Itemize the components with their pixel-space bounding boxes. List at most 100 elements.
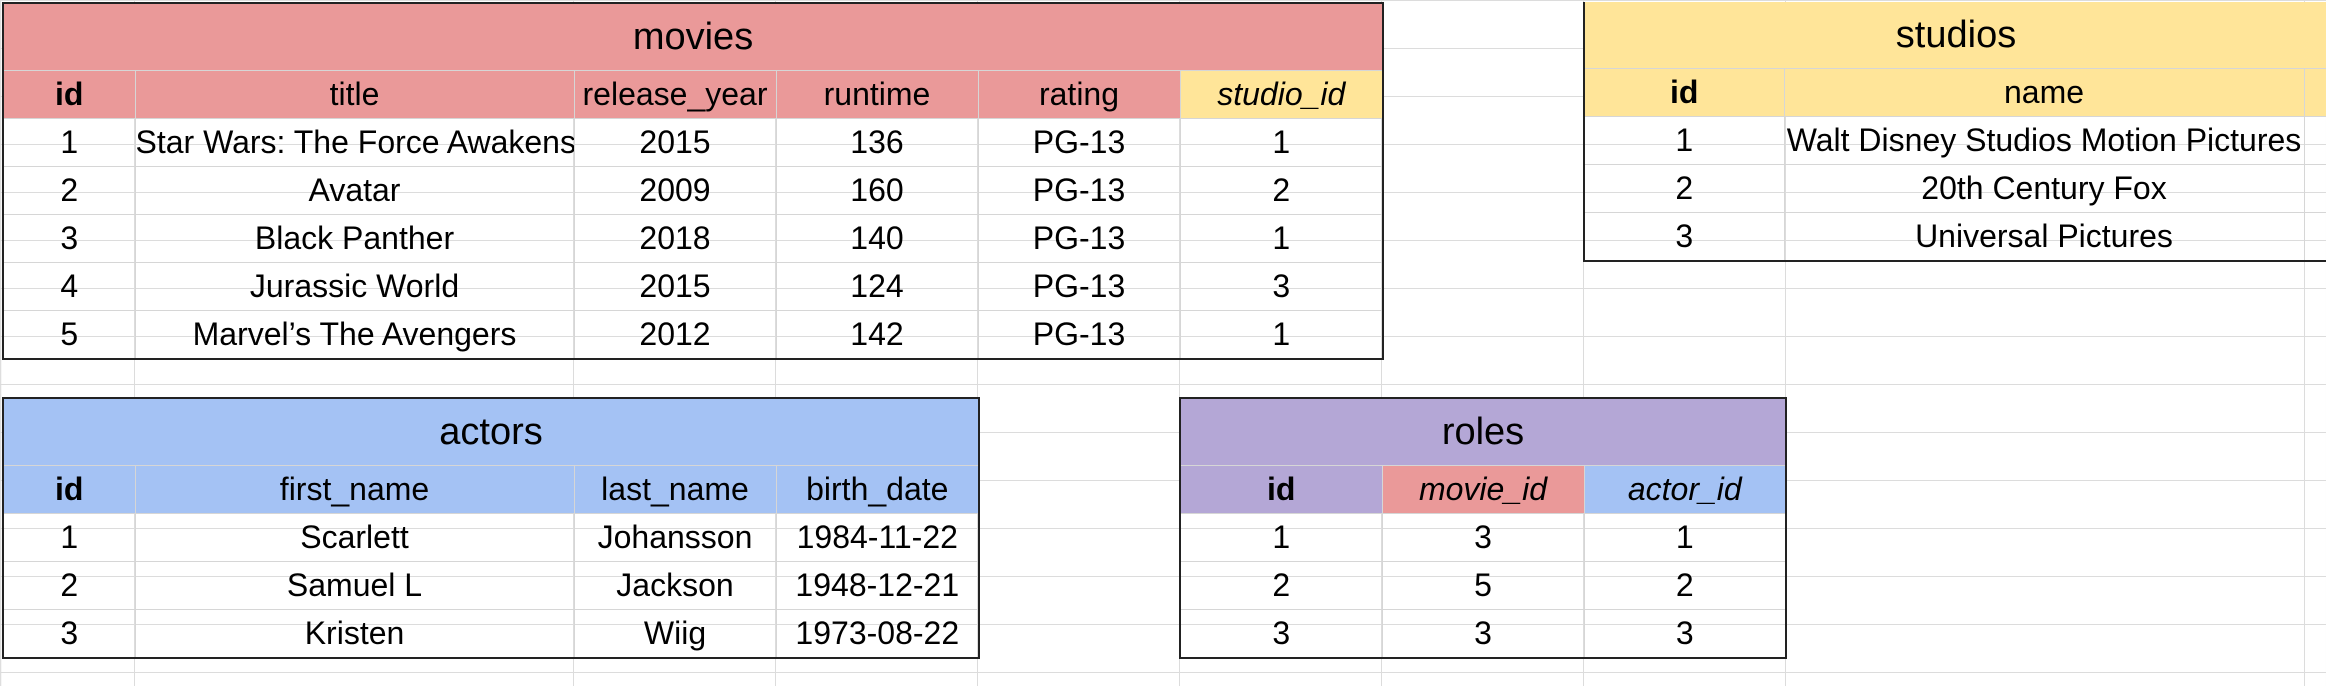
cell[interactable]: 3 — [1180, 609, 1383, 659]
movies-table-title[interactable]: movies — [3, 3, 1384, 71]
roles-header-id[interactable]: id — [1180, 465, 1383, 514]
grid-line — [1583, 0, 1584, 686]
cell[interactable]: 1984-11-22 — [776, 513, 980, 562]
cell[interactable]: 2015 — [574, 262, 777, 311]
actors-table-title[interactable]: actors — [3, 398, 980, 466]
table-row: 2 Samuel L Jackson 1948-12-21 — [3, 561, 980, 610]
cell[interactable]: PG-13 — [978, 118, 1181, 167]
roles-header-movie-id[interactable]: movie_id — [1382, 465, 1585, 514]
movies-header-runtime[interactable]: runtime — [776, 70, 979, 119]
cell[interactable]: 2 — [1584, 561, 1786, 610]
cell[interactable]: 2009 — [574, 166, 777, 215]
grid-line — [2304, 0, 2305, 686]
cell[interactable]: 142 — [776, 310, 979, 360]
cell[interactable]: 1 — [1180, 118, 1384, 167]
cell[interactable]: 140 — [776, 214, 979, 263]
cell[interactable]: 2 — [3, 561, 136, 610]
cell[interactable]: 2018 — [574, 214, 777, 263]
movies-title-row: movies — [3, 3, 1384, 71]
cell[interactable]: 1 — [1584, 116, 1785, 165]
cell[interactable]: Black Panther — [135, 214, 575, 263]
actors-title-row: actors — [3, 398, 980, 466]
cell[interactable]: 1 — [1584, 513, 1786, 562]
cell[interactable]: Universal Pictures — [1784, 212, 2305, 262]
cell[interactable]: 1 — [3, 118, 136, 167]
cell[interactable]: 3 — [1180, 262, 1384, 311]
movies-header-row: id title release_year runtime rating stu… — [3, 70, 1384, 119]
cell[interactable]: 3 — [1382, 513, 1585, 562]
cell[interactable] — [2304, 116, 2326, 165]
actors-header-birth-date[interactable]: birth_date — [776, 465, 980, 514]
cell[interactable]: 2 — [3, 166, 136, 215]
cell[interactable]: 124 — [776, 262, 979, 311]
cell[interactable]: 2 — [1180, 166, 1384, 215]
roles-table-title[interactable]: roles — [1180, 398, 1786, 466]
cell[interactable]: 3 — [1584, 609, 1786, 659]
cell[interactable]: 2 — [1584, 164, 1785, 213]
table-row: 3 Universal Pictures — [1584, 212, 2326, 262]
table-row: 3 Kristen Wiig 1973-08-22 — [3, 609, 980, 659]
cell[interactable]: 160 — [776, 166, 979, 215]
table-row: 3 Black Panther 2018 140 PG-13 1 — [3, 214, 1384, 263]
cell[interactable]: 1 — [1180, 513, 1383, 562]
studios-header-name[interactable]: name — [1784, 68, 2305, 117]
roles-header-actor-id[interactable]: actor_id — [1584, 465, 1786, 514]
cell[interactable]: Walt Disney Studios Motion Pictures — [1784, 116, 2305, 165]
table-row: 1 Walt Disney Studios Motion Pictures — [1584, 116, 2326, 165]
cell[interactable]: 2 — [1180, 561, 1383, 610]
movies-header-studio-id[interactable]: studio_id — [1180, 70, 1384, 119]
movies-header-title[interactable]: title — [135, 70, 575, 119]
studios-table-title[interactable]: studios — [1584, 2, 2326, 69]
cell[interactable]: 2015 — [574, 118, 777, 167]
cell[interactable]: 3 — [3, 214, 136, 263]
cell[interactable]: Marvel’s The Avengers — [135, 310, 575, 360]
actors-table: actors id first_name last_name birth_dat… — [2, 397, 981, 659]
table-row: 2 5 2 — [1180, 561, 1786, 610]
cell[interactable]: 1948-12-21 — [776, 561, 980, 610]
studios-header-id[interactable]: id — [1584, 68, 1785, 117]
movies-header-rating[interactable]: rating — [978, 70, 1181, 119]
actors-header-id[interactable]: id — [3, 465, 136, 514]
cell[interactable]: Kristen — [135, 609, 575, 659]
cell[interactable]: Scarlett — [135, 513, 575, 562]
cell[interactable] — [2304, 212, 2326, 262]
cell[interactable]: 3 — [1584, 212, 1785, 262]
actors-header-first-name[interactable]: first_name — [135, 465, 575, 514]
table-row: 1 Scarlett Johansson 1984-11-22 — [3, 513, 980, 562]
cell[interactable]: 1973-08-22 — [776, 609, 980, 659]
table-row: 2 Avatar 2009 160 PG-13 2 — [3, 166, 1384, 215]
table-row: 1 3 1 — [1180, 513, 1786, 562]
table-row: 4 Jurassic World 2015 124 PG-13 3 — [3, 262, 1384, 311]
cell[interactable]: 1 — [1180, 310, 1384, 360]
cell[interactable]: Johansson — [574, 513, 777, 562]
cell[interactable] — [2304, 68, 2326, 117]
actors-header-last-name[interactable]: last_name — [574, 465, 777, 514]
table-row: 2 20th Century Fox — [1584, 164, 2326, 213]
grid-line — [1785, 0, 1786, 686]
movies-header-id[interactable]: id — [3, 70, 136, 119]
movies-header-release-year[interactable]: release_year — [574, 70, 777, 119]
cell[interactable]: 1 — [1180, 214, 1384, 263]
cell[interactable]: PG-13 — [978, 214, 1181, 263]
cell[interactable]: Jurassic World — [135, 262, 575, 311]
table-row: 3 3 3 — [1180, 609, 1786, 659]
cell[interactable]: 3 — [1382, 609, 1585, 659]
cell[interactable]: 5 — [1382, 561, 1585, 610]
cell[interactable]: Avatar — [135, 166, 575, 215]
cell[interactable]: 20th Century Fox — [1784, 164, 2305, 213]
cell[interactable]: 4 — [3, 262, 136, 311]
cell[interactable]: Jackson — [574, 561, 777, 610]
cell[interactable]: 5 — [3, 310, 136, 360]
cell[interactable]: Star Wars: The Force Awakens — [135, 118, 575, 167]
cell[interactable]: PG-13 — [978, 310, 1181, 360]
cell[interactable]: 2012 — [574, 310, 777, 360]
cell[interactable]: PG-13 — [978, 166, 1181, 215]
cell[interactable]: 3 — [3, 609, 136, 659]
studios-title-row: studios — [1584, 2, 2326, 69]
cell[interactable]: Wiig — [574, 609, 777, 659]
cell[interactable] — [2304, 164, 2326, 213]
cell[interactable]: 1 — [3, 513, 136, 562]
cell[interactable]: 136 — [776, 118, 979, 167]
cell[interactable]: PG-13 — [978, 262, 1181, 311]
cell[interactable]: Samuel L — [135, 561, 575, 610]
